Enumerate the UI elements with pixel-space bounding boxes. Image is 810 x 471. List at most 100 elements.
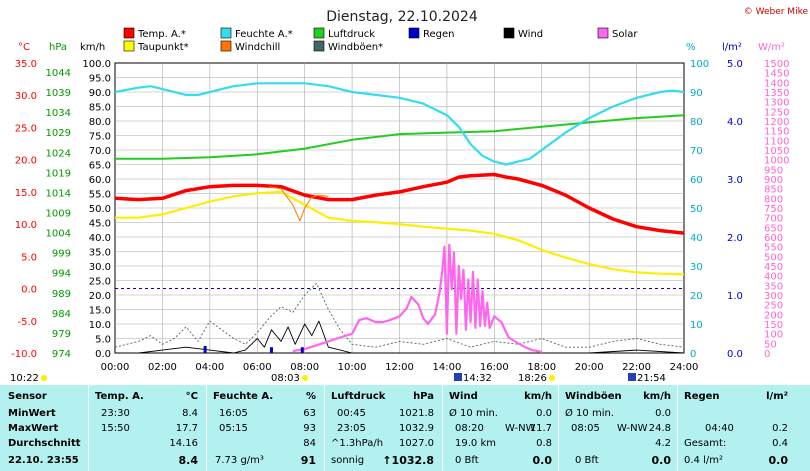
pressure-tick-label: 1024 bbox=[46, 148, 71, 159]
row-min: MinWert bbox=[8, 408, 56, 419]
solar-tick-label: 500 bbox=[764, 252, 783, 263]
legend-label: Feuchte A.* bbox=[235, 29, 293, 40]
legend-swatch bbox=[220, 27, 232, 39]
solar-tick-label: 200 bbox=[764, 310, 783, 321]
temp-max-value: 17.7 bbox=[175, 423, 198, 434]
wind-tick-label: 0.0 bbox=[95, 349, 111, 360]
wind-tick-label: 40.0 bbox=[89, 233, 111, 244]
grid bbox=[115, 63, 684, 353]
solar-tick-label: 0 bbox=[764, 349, 770, 360]
solar-tick-label: 1200 bbox=[764, 117, 789, 128]
wind-tick-label: 60.0 bbox=[89, 175, 111, 186]
pressure-tick-label: 1014 bbox=[46, 188, 71, 199]
pressure-tick-label: 1019 bbox=[46, 168, 71, 179]
wind-unit: km/h bbox=[524, 391, 552, 402]
pressure-tick-label: 984 bbox=[52, 309, 71, 320]
chart-title: Dienstag, 22.10.2024 bbox=[326, 9, 478, 25]
solar-tick-label: 750 bbox=[764, 204, 783, 215]
legend-swatch bbox=[313, 40, 325, 52]
pressure-tick-label: 999 bbox=[52, 249, 71, 260]
rain-tick-label: 1.0 bbox=[727, 291, 743, 302]
gusts-avg10-label: Ø 10 min. bbox=[565, 408, 614, 419]
legend-label: Regen bbox=[423, 29, 455, 40]
col-temp: Temp. A. °C 23:30 8.4 15:50 17.7 14.16 8.4 bbox=[89, 385, 206, 471]
wind-tick-label: 90.0 bbox=[89, 88, 111, 99]
weather-chart: Dienstag, 22.10.2024 © Weber Mike Temp. … bbox=[10, 7, 808, 384]
rain-tick-label: 3.0 bbox=[727, 175, 743, 186]
humidity-abs: 7.73 g/m³ bbox=[215, 455, 264, 466]
pressure-max-time: 23:05 bbox=[337, 423, 366, 434]
sun-time-3: 18:26 bbox=[518, 373, 547, 384]
solar-tick-label: 950 bbox=[764, 165, 783, 176]
gusts-max-value: 24.8 bbox=[648, 423, 671, 434]
wind-tick-label: 50.0 bbox=[89, 204, 111, 215]
wind-distance: 19.0 km bbox=[455, 438, 496, 449]
legend-swatch bbox=[123, 40, 135, 52]
col-gusts: Windböen km/h Ø 10 min. 0.0 08:05 W-NW 24.8 … bbox=[559, 385, 677, 471]
series-line bbox=[115, 114, 685, 160]
temp-unit-label: °C bbox=[18, 42, 30, 53]
series-line bbox=[269, 186, 329, 222]
gusts-max-time: 08:05 bbox=[571, 423, 600, 434]
x-tick-label: 06:00 bbox=[243, 362, 272, 373]
series-line bbox=[115, 190, 685, 276]
legend-swatch bbox=[503, 27, 515, 39]
moon-icon bbox=[628, 373, 636, 381]
humidity-header: Feuchte A. bbox=[213, 391, 274, 402]
temp-tick-label: 5.0 bbox=[21, 252, 37, 263]
pressure-max-value: 1032.9 bbox=[399, 423, 434, 434]
pressure-tick-label: 1029 bbox=[46, 128, 71, 139]
solar-tick-label: 1250 bbox=[764, 107, 789, 118]
col-pressure: Luftdruck hPa 00:45 1021.8 23:05 1032.9 ^1.… bbox=[325, 385, 442, 471]
humidity-avg-value: 84 bbox=[303, 438, 316, 449]
wind-avg10-label: Ø 10 min. bbox=[449, 408, 498, 419]
wind-tick-label: 85.0 bbox=[89, 103, 111, 114]
axis-tick-labels: -10.0 -5.0 0.0 5.0 10.0 15.0 20.0 25.0 30.0 35.0 9… bbox=[11, 59, 789, 360]
x-tick-label: 20:00 bbox=[575, 362, 604, 373]
temp-tick-label: -10.0 bbox=[11, 349, 37, 360]
legend-label: Solar bbox=[612, 29, 638, 40]
legend-swatch bbox=[313, 27, 325, 39]
rain-tick-label: 4.0 bbox=[727, 117, 743, 128]
wind-tick-label: 65.0 bbox=[89, 161, 111, 172]
x-tick-label: 12:00 bbox=[385, 362, 414, 373]
axis-units: °C hPa km/h% l/m² W/m² bbox=[18, 42, 785, 53]
series-layer bbox=[114, 82, 685, 354]
solar-tick-label: 900 bbox=[764, 175, 783, 186]
sunrise-time: 10:22 bbox=[10, 373, 39, 384]
wind-tick-label: 95.0 bbox=[89, 74, 111, 85]
series-line bbox=[114, 282, 685, 348]
pressure-tick-label: 1004 bbox=[46, 229, 71, 240]
rain-tick-label: 5.0 bbox=[727, 59, 743, 70]
legend-label: Luftdruck bbox=[328, 29, 375, 40]
solar-tick-label: 50 bbox=[764, 339, 777, 350]
summary-table: Sensor MinWert MaxWert Durchschnitt 22.1… bbox=[0, 385, 810, 471]
solar-tick-label: 250 bbox=[764, 301, 783, 312]
solar-tick-label: 450 bbox=[764, 262, 783, 273]
series-line bbox=[114, 172, 685, 235]
pressure-unit-label: hPa bbox=[49, 42, 67, 53]
x-tick-label: 18:00 bbox=[527, 362, 556, 373]
moon-time: 21:54 bbox=[637, 373, 666, 384]
solar-tick-label: 1150 bbox=[764, 127, 789, 138]
rain-today: 0.4 l/m² bbox=[684, 455, 723, 466]
gusts-max-dir: W-NW bbox=[617, 423, 648, 434]
col-sensor: Sensor MinWert MaxWert Durchschnitt 22.1… bbox=[0, 385, 88, 471]
temp-tick-label: 15.0 bbox=[15, 188, 37, 199]
temp-tick-label: 25.0 bbox=[15, 123, 37, 134]
rain-total-value: 0.4 bbox=[772, 438, 788, 449]
sun-time-2: 14:32 bbox=[463, 373, 492, 384]
temp-tick-label: 20.0 bbox=[15, 156, 37, 167]
x-tick-label: 24:00 bbox=[670, 362, 699, 373]
pressure-trend: ^1.3hPa/h bbox=[331, 438, 384, 449]
rain-max-value: 0.2 bbox=[772, 423, 788, 434]
col-rain: Regen l/m² 04:40 0.2 Gesamt: 0.4 0.4 l/m² 0.… bbox=[678, 385, 796, 471]
solar-tick-label: 300 bbox=[764, 291, 783, 302]
rain-bar bbox=[300, 347, 304, 353]
temp-tick-label: 0.0 bbox=[21, 285, 37, 296]
rain-current-value: 0.0 bbox=[768, 454, 789, 467]
solar-tick-label: 100 bbox=[764, 330, 783, 341]
wind-tick-label: 35.0 bbox=[89, 248, 111, 259]
gusts-current-value: 0.0 bbox=[651, 454, 672, 467]
pressure-tick-label: 994 bbox=[52, 269, 71, 280]
